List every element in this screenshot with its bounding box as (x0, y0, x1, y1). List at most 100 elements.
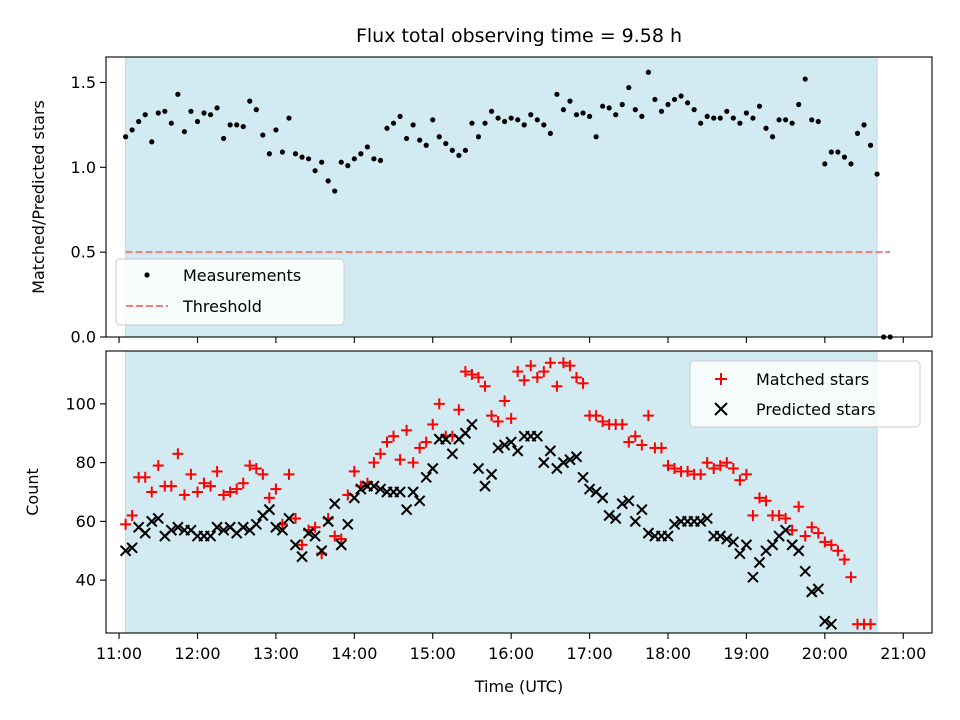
matched-star-point (597, 416, 609, 427)
predicted-star-point (289, 539, 302, 551)
matched-star-point (244, 460, 256, 472)
predicted-star-point (302, 527, 315, 539)
measurement-point (756, 103, 763, 109)
matched-star-point (780, 512, 792, 524)
matched-star-point (165, 480, 177, 492)
bottom-legend-box (689, 360, 921, 428)
measurement-point (371, 156, 377, 162)
predicted-star-point (511, 445, 524, 457)
predicted-star-point (766, 539, 779, 551)
measurement-point (123, 134, 129, 140)
matched-star-point (237, 477, 249, 489)
predicted-star-point (165, 524, 178, 536)
measurement-point (475, 134, 482, 140)
predicted-star-point (694, 515, 707, 528)
predicted-star-point (204, 530, 217, 542)
measurement-point (188, 108, 194, 114)
legend-matched-label: Matched stars (756, 370, 869, 389)
top-legend-box (115, 258, 345, 326)
predicted-star-point (623, 495, 635, 507)
matched-star-point (512, 366, 524, 378)
matched-star-point (571, 371, 583, 383)
matched-star-point (374, 448, 386, 460)
predicted-star-point (747, 571, 759, 583)
matched-star-point (486, 410, 498, 422)
predicted-star-point (799, 565, 811, 578)
predicted-star-point (479, 480, 491, 492)
measurement-point (260, 132, 266, 138)
measurement-point (495, 115, 501, 121)
legend-measurements-label: Measurements (183, 266, 301, 285)
measurement-point (456, 152, 462, 159)
predicted-star-point (420, 471, 432, 484)
matched-star-point (263, 492, 275, 504)
predicted-star-point (263, 503, 276, 516)
measurement-point (528, 112, 534, 118)
measurement-point (665, 101, 671, 108)
predicted-star-point (126, 542, 138, 554)
measurement-point (345, 163, 351, 169)
measurement-point (626, 84, 632, 91)
matched-star-point (120, 518, 132, 530)
predicted-star-point (368, 480, 380, 492)
measurement-point (606, 105, 612, 111)
measurement-point (678, 93, 684, 99)
measurement-point (207, 112, 214, 118)
matched-star-point (773, 510, 785, 521)
predicted-star-point (825, 618, 838, 630)
measurement-point (861, 122, 867, 128)
measurement-point (763, 125, 769, 131)
matched-star-point (492, 416, 504, 427)
matched-star-point (420, 436, 432, 448)
predicted-star-point (779, 524, 792, 536)
legend-predicted-label: Predicted stars (756, 400, 876, 419)
matched-star-point (172, 448, 184, 460)
measurement-point (332, 188, 338, 194)
predicted-star-point (250, 518, 263, 531)
measurement-point (443, 140, 449, 147)
predicted-star-point (668, 518, 681, 531)
predicted-star-point (557, 456, 570, 469)
matched-star-point (368, 457, 380, 469)
x-tick-label: 17:00 (567, 644, 613, 663)
measurement-point (234, 122, 240, 128)
matched-star-point (394, 454, 406, 466)
predicted-star-point (459, 427, 472, 439)
measurement-point (508, 115, 514, 121)
matched-star-point (662, 460, 674, 472)
predicted-star-point (211, 521, 223, 533)
matched-star-point (838, 554, 850, 566)
predicted-star-point (485, 468, 498, 481)
matched-star-point (479, 380, 491, 392)
x-tick-label: 19:00 (723, 644, 769, 663)
measurement-point (730, 115, 736, 121)
measurement-point (410, 122, 416, 128)
measurement-point (750, 115, 756, 121)
matched-star-point (825, 539, 837, 551)
measurement-point (253, 107, 259, 113)
predicted-star-point (427, 462, 439, 475)
matched-star-point (708, 463, 720, 474)
measurement-point (430, 117, 436, 123)
measurement-point (404, 135, 410, 142)
matched-stars-points (120, 357, 877, 630)
matched-star-point (669, 463, 681, 474)
measurement-point (482, 120, 488, 126)
matched-star-point (427, 418, 439, 430)
matched-star-point (335, 533, 347, 545)
measurement-point (181, 129, 188, 135)
measurement-point (586, 113, 593, 119)
x-tick-label: 20:00 (802, 644, 848, 663)
matched-star-point (472, 371, 484, 383)
bottom-legend: Matched stars Predicted stars (689, 360, 921, 428)
matched-star-point (283, 468, 295, 480)
top-x-ticks (118, 337, 904, 343)
predicted-star-point (564, 453, 576, 466)
measurement-point (815, 118, 821, 125)
y-tick-label: 1.0 (71, 158, 96, 177)
measurement-point (691, 107, 697, 113)
predicted-star-point (577, 471, 589, 484)
measurement-point (201, 110, 207, 116)
measurement-point (567, 98, 573, 104)
y-tick-label: 1.5 (71, 73, 96, 92)
